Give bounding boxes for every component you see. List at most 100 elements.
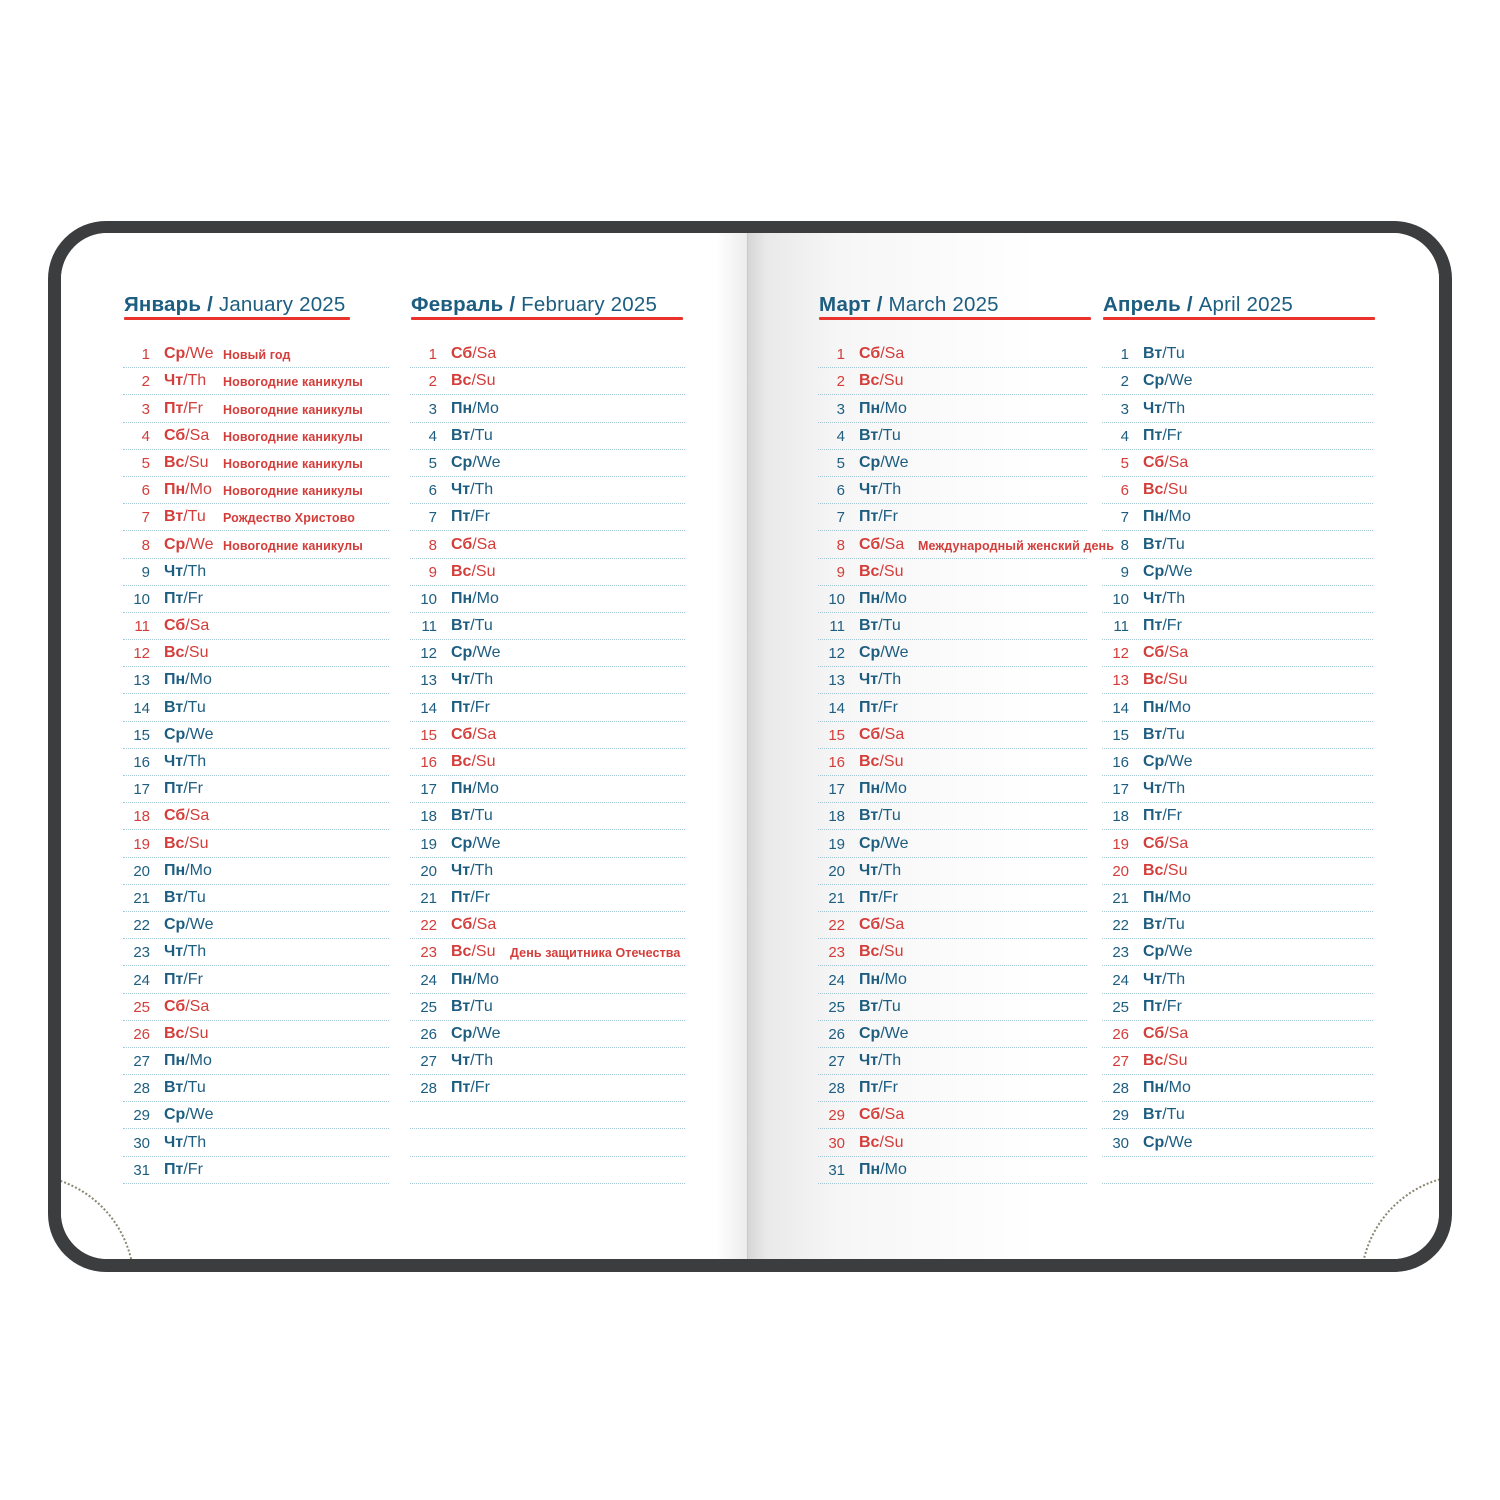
day-name: Пн/Mo bbox=[859, 590, 907, 608]
day-number: 11 bbox=[1113, 618, 1129, 636]
day-number: 10 bbox=[133, 590, 150, 608]
day-name-ru: Вт bbox=[1143, 345, 1163, 363]
day-number: 15 bbox=[420, 726, 437, 744]
day-row: 11 Вт/Tu bbox=[818, 613, 1087, 641]
day-name: Ср/We bbox=[1143, 563, 1192, 581]
day-name: Вт/Tu bbox=[164, 508, 206, 526]
day-number: 9 bbox=[428, 563, 437, 581]
day-name: Пн/Mo bbox=[859, 400, 907, 418]
day-row: 8 Вт/Tu bbox=[1102, 531, 1373, 559]
holiday-note: Новогодние каникулы bbox=[223, 538, 363, 553]
day-name: Пт/Fr bbox=[164, 780, 203, 798]
day-name-ru: Вт bbox=[164, 888, 184, 906]
day-row: 11 Сб/Sa bbox=[123, 613, 389, 641]
day-name: Ср/We bbox=[164, 536, 213, 554]
day-row: 17 Пн/Mo bbox=[410, 776, 685, 804]
day-row: 15 Ср/We bbox=[123, 722, 389, 749]
day-name-ru: Ср bbox=[859, 453, 881, 471]
day-name-en: /Tu bbox=[470, 426, 493, 444]
page-right bbox=[748, 233, 1439, 1259]
day-name-en: /Mo bbox=[472, 399, 499, 417]
day-name-ru: Ср bbox=[1143, 562, 1165, 580]
day-row: 6 Вс/Su bbox=[1102, 477, 1373, 505]
day-name-en: /Su bbox=[879, 1133, 904, 1151]
day-name-ru: Сб bbox=[1143, 453, 1165, 471]
month-column-march: Март / March 2025 1 Сб/Sa 2 Вс/Su 3 Пн/Mo 4 Вт/T… bbox=[818, 233, 1114, 1259]
month-column-january: Январь / January 2025 1 Ср/We Новый год 2 Чт/… bbox=[123, 233, 389, 1259]
day-name: Пн/Mo bbox=[451, 780, 499, 798]
day-row: 18 Вт/Tu bbox=[818, 803, 1087, 831]
day-name-ru: Чт bbox=[164, 562, 184, 580]
day-row: 10 Чт/Th bbox=[1102, 586, 1373, 613]
day-name-en: /We bbox=[185, 725, 214, 743]
day-name-ru: Сб bbox=[859, 916, 881, 934]
day-row: 24 Пт/Fr bbox=[123, 966, 389, 994]
day-number: 23 bbox=[420, 944, 437, 962]
day-row: 9 Вс/Su bbox=[818, 559, 1087, 586]
day-name-en: /Fr bbox=[470, 1079, 490, 1097]
day-number: 27 bbox=[1112, 1053, 1129, 1071]
day-number: 20 bbox=[828, 862, 845, 880]
day-name-ru: Ср bbox=[164, 535, 186, 553]
day-name-en: /We bbox=[472, 834, 501, 852]
day-name: Сб/Sa bbox=[859, 345, 904, 363]
day-row: 10 Пн/Mo bbox=[818, 586, 1087, 613]
month-title-en: January 2025 bbox=[218, 293, 346, 316]
day-name: Чт/Th bbox=[451, 481, 493, 499]
day-name-en: /Sa bbox=[185, 997, 210, 1015]
day-row: 30 Чт/Th bbox=[123, 1129, 389, 1157]
day-name: Ср/We bbox=[859, 454, 908, 472]
day-number: 1 bbox=[836, 346, 845, 364]
day-number: 23 bbox=[133, 944, 150, 962]
day-name-en: /Mo bbox=[880, 1160, 907, 1178]
day-name-ru: Пн bbox=[451, 399, 473, 417]
day-number: 29 bbox=[828, 1107, 845, 1125]
day-name: Пт/Fr bbox=[859, 699, 898, 717]
day-name: Вс/Su bbox=[1143, 481, 1187, 499]
day-name-ru: Вс bbox=[859, 943, 880, 961]
day-name-en: /Sa bbox=[472, 725, 497, 743]
day-name-en: /Sa bbox=[880, 916, 905, 934]
day-number: 15 bbox=[133, 726, 150, 744]
day-name-en: /We bbox=[1164, 753, 1193, 770]
day-name-en: /Sa bbox=[880, 725, 905, 743]
day-number: 2 bbox=[428, 373, 437, 391]
day-name: Чт/Th bbox=[164, 563, 206, 581]
day-name-en: /Th bbox=[1162, 970, 1186, 988]
day-number: 5 bbox=[428, 454, 437, 472]
day-row: 13 Чт/Th bbox=[410, 667, 685, 695]
day-row: 25 Пт/Fr bbox=[1102, 994, 1373, 1021]
day-name-en: /Fr bbox=[878, 698, 898, 716]
day-number: 27 bbox=[828, 1053, 845, 1071]
day-name-ru: Вт bbox=[859, 807, 879, 825]
day-name-en: /Th bbox=[183, 562, 207, 580]
day-name-en: /Th bbox=[878, 1052, 902, 1070]
day-name-en: /Fr bbox=[183, 1160, 203, 1178]
day-name-ru: Вт bbox=[1143, 535, 1163, 553]
day-name: Сб/Sa bbox=[451, 345, 496, 363]
day-name-ru: Вс bbox=[451, 943, 472, 961]
day-name: Пн/Mo bbox=[164, 1052, 212, 1070]
day-name-ru: Сб bbox=[1143, 1024, 1165, 1042]
day-name-en: /Fr bbox=[1162, 426, 1182, 444]
day-number: 7 bbox=[428, 509, 437, 527]
day-number: 15 bbox=[828, 726, 845, 744]
day-name-ru: Пн bbox=[451, 589, 473, 607]
day-name-ru: Пт bbox=[859, 698, 879, 716]
day-name: Пт/Fr bbox=[164, 971, 203, 989]
month-underline bbox=[411, 317, 683, 320]
day-name: Чт/Th bbox=[859, 862, 901, 880]
day-number: 13 bbox=[828, 672, 845, 690]
holiday-note: Новогодние каникулы bbox=[223, 484, 363, 499]
day-name: Сб/Sa bbox=[1143, 1025, 1188, 1043]
day-number: 5 bbox=[836, 454, 845, 472]
day-name-ru: Пт bbox=[164, 589, 184, 607]
day-name-ru: Вт bbox=[451, 617, 471, 635]
day-name-ru: Пн bbox=[1143, 888, 1165, 906]
day-row: 28 Пт/Fr bbox=[818, 1075, 1087, 1103]
day-number: 18 bbox=[420, 808, 437, 826]
day-row: 2 Ср/We bbox=[1102, 368, 1373, 396]
day-row: 22 Сб/Sa bbox=[818, 912, 1087, 940]
day-name-ru: Вт bbox=[1143, 725, 1163, 743]
day-number: 26 bbox=[420, 1025, 437, 1043]
